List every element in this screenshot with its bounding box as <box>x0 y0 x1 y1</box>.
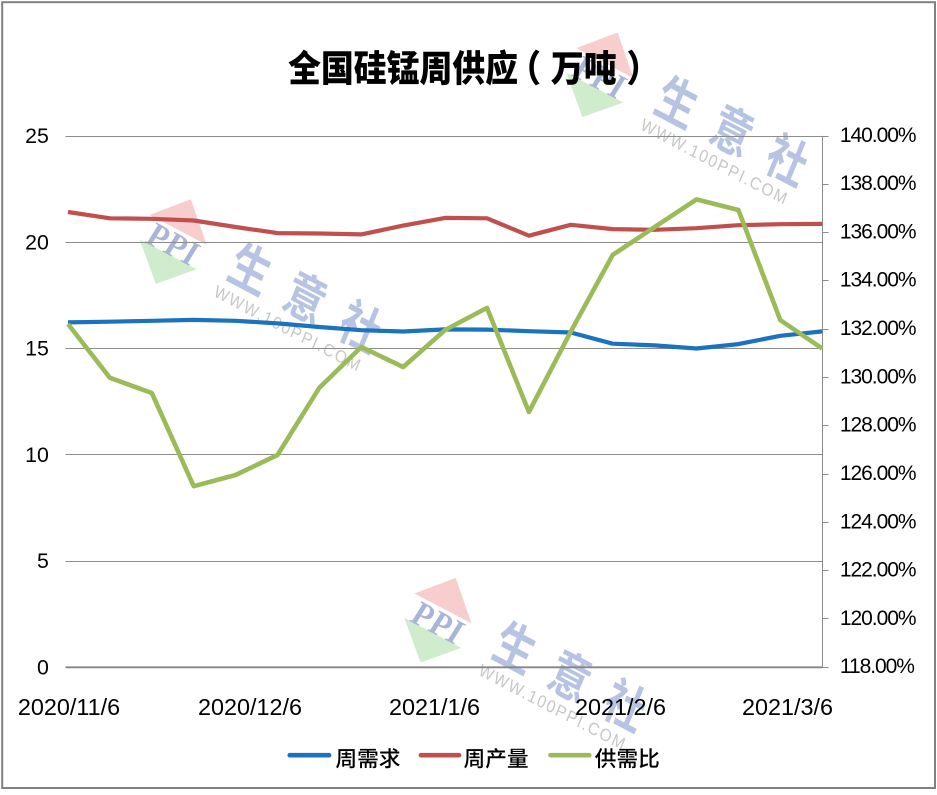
svg-text:15: 15 <box>25 337 49 361</box>
svg-text:20: 20 <box>25 230 49 254</box>
svg-text:2021/3/6: 2021/3/6 <box>742 694 833 720</box>
svg-text:2020/12/6: 2020/12/6 <box>198 694 302 720</box>
svg-text:122.00%: 122.00% <box>840 559 916 582</box>
svg-text:136.00%: 136.00% <box>840 220 916 243</box>
svg-text:2020/11/6: 2020/11/6 <box>18 694 120 720</box>
svg-text:120.00%: 120.00% <box>840 607 916 630</box>
svg-text:130.00%: 130.00% <box>840 365 916 388</box>
svg-text:118.00%: 118.00% <box>840 655 914 678</box>
svg-text:2021/2/6: 2021/2/6 <box>575 694 666 720</box>
svg-text:0: 0 <box>37 656 49 680</box>
svg-text:124.00%: 124.00% <box>840 510 916 533</box>
svg-text:138.00%: 138.00% <box>840 172 916 195</box>
svg-text:134.00%: 134.00% <box>840 269 916 292</box>
svg-text:126.00%: 126.00% <box>840 462 916 485</box>
svg-text:132.00%: 132.00% <box>840 317 916 340</box>
svg-text:140.00%: 140.00% <box>840 124 916 147</box>
svg-text:25: 25 <box>25 124 49 148</box>
svg-text:128.00%: 128.00% <box>840 414 916 437</box>
svg-text:10: 10 <box>25 443 49 467</box>
svg-text:5: 5 <box>37 549 49 573</box>
svg-text:2021/1/6: 2021/1/6 <box>389 694 480 720</box>
